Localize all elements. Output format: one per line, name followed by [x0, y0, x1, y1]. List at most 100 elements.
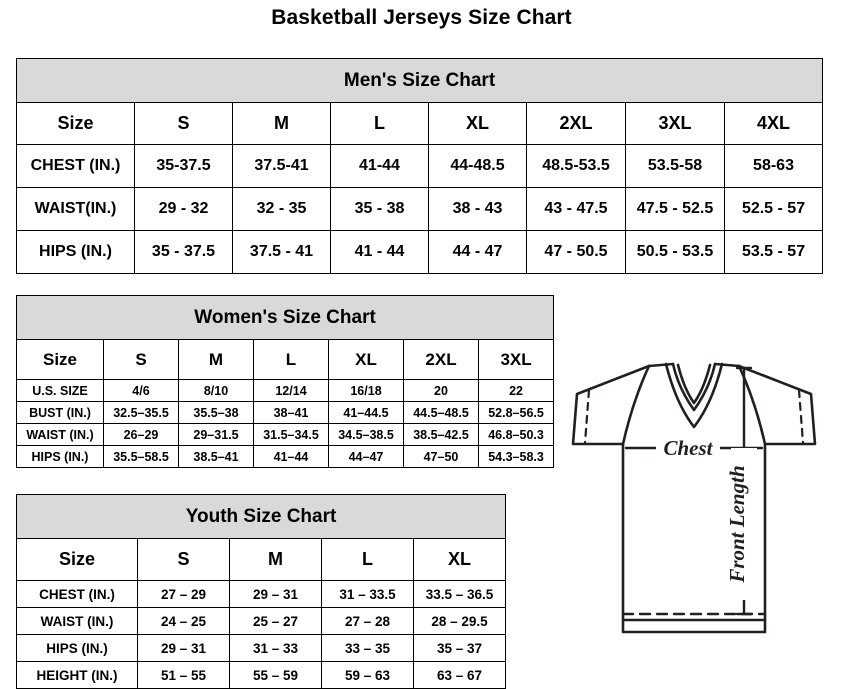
mens-hips-s: 35 - 37.5: [134, 230, 233, 274]
table-row: WAIST (IN.) 26–29 29–31.5 31.5–34.5 34.5…: [16, 423, 555, 446]
mens-chart-header-row: Size S M L XL 2XL 3XL 4XL: [16, 102, 824, 145]
womens-header-3xl: 3XL: [477, 339, 555, 380]
table-row: HEIGHT (IN.) 51 – 55 55 – 59 59 – 63 63 …: [16, 661, 507, 689]
mens-hips-l: 41 - 44: [330, 230, 429, 274]
mens-chest-l: 41-44: [330, 144, 429, 188]
right-shoulder-line: [713, 362, 741, 368]
womens-ussize-l: 12/14: [253, 379, 329, 402]
front-length-label-backdrop: [731, 448, 757, 600]
mens-hips-4xl: 53.5 - 57: [723, 230, 824, 274]
womens-header-2xl: 2XL: [403, 339, 479, 380]
womens-row-label-us-size: U.S. SIZE: [16, 379, 104, 402]
page-title: Basketball Jerseys Size Chart: [271, 6, 572, 29]
youth-chart-title: Youth Size Chart: [15, 494, 507, 539]
womens-hips-3xl: 54.3–58.3: [477, 445, 555, 468]
womens-header-l: L: [253, 339, 329, 380]
mens-hips-m: 37.5 - 41: [232, 230, 331, 274]
mens-waist-3xl: 47.5 - 52.5: [625, 187, 725, 231]
womens-row-label-waist: WAIST (IN.): [16, 423, 104, 446]
youth-header-m: M: [229, 538, 322, 581]
youth-hips-m: 31 – 33: [229, 634, 322, 662]
table-row: CHEST (IN.) 27 – 29 29 – 31 31 – 33.5 33…: [16, 580, 507, 608]
womens-header-xl: XL: [328, 339, 404, 380]
womens-bust-3xl: 52.8–56.5: [477, 401, 555, 424]
youth-height-m: 55 – 59: [229, 661, 322, 689]
table-row: WAIST (IN.) 24 – 25 25 – 27 27 – 28 28 –…: [16, 607, 507, 635]
womens-waist-m: 29–31.5: [178, 423, 254, 446]
womens-ussize-2xl: 20: [403, 379, 479, 402]
mens-header-3xl: 3XL: [625, 102, 725, 145]
youth-hips-l: 33 – 35: [321, 634, 414, 662]
womens-waist-s: 26–29: [103, 423, 179, 446]
front-length-label: Front Length: [725, 465, 749, 583]
youth-header-l: L: [321, 538, 414, 581]
mens-waist-xl: 38 - 43: [428, 187, 527, 231]
womens-hips-2xl: 47–50: [403, 445, 479, 468]
womens-hips-s: 35.5–58.5: [103, 445, 179, 468]
womens-bust-xl: 41–44.5: [328, 401, 404, 424]
mens-waist-2xl: 43 - 47.5: [526, 187, 626, 231]
womens-chart-title-row: Women's Size Chart: [15, 295, 555, 340]
mens-header-l: L: [330, 102, 429, 145]
mens-waist-m: 32 - 35: [232, 187, 331, 231]
mens-chart-title-row: Men's Size Chart: [15, 58, 824, 103]
womens-hips-xl: 44–47: [328, 445, 404, 468]
youth-hips-s: 29 – 31: [137, 634, 230, 662]
mens-header-size: Size: [16, 102, 135, 145]
mens-chart-title: Men's Size Chart: [15, 58, 824, 103]
collar-inner-edge: [676, 363, 712, 405]
mens-hips-xl: 44 - 47: [428, 230, 527, 274]
right-cuff-dash: [797, 388, 805, 445]
youth-waist-s: 24 – 25: [137, 607, 230, 635]
mens-chest-4xl: 58-63: [723, 144, 824, 188]
womens-ussize-s: 4/6: [103, 379, 179, 402]
youth-height-xl: 63 – 67: [412, 661, 507, 689]
mens-chest-m: 37.5-41: [232, 144, 331, 188]
youth-height-l: 59 – 63: [321, 661, 414, 689]
table-row: U.S. SIZE 4/6 8/10 12/14 16/18 20 22: [16, 379, 555, 402]
youth-header-xl: XL: [412, 538, 507, 581]
womens-header-s: S: [103, 339, 179, 380]
chest-label: Chest: [663, 436, 713, 460]
womens-header-size: Size: [16, 339, 104, 380]
womens-row-label-bust: BUST (IN.): [16, 401, 104, 424]
womens-chart-header-row: Size S M L XL 2XL 3XL: [16, 339, 555, 380]
youth-header-size: Size: [16, 538, 138, 581]
youth-height-s: 51 – 55: [137, 661, 230, 689]
youth-chest-m: 29 – 31: [229, 580, 322, 608]
womens-chart-title: Women's Size Chart: [15, 295, 555, 340]
youth-size-chart-table: Youth Size Chart Size S M L XL CHEST (IN…: [15, 494, 507, 689]
youth-row-label-chest: CHEST (IN.): [16, 580, 138, 608]
mens-header-2xl: 2XL: [526, 102, 626, 145]
womens-hips-l: 41–44: [253, 445, 329, 468]
youth-waist-l: 27 – 28: [321, 607, 414, 635]
mens-header-xl: XL: [428, 102, 527, 145]
mens-header-m: M: [232, 102, 331, 145]
youth-chest-xl: 33.5 – 36.5: [412, 580, 507, 608]
collar-outer-edge: [671, 362, 717, 412]
youth-row-label-hips: HIPS (IN.): [16, 634, 138, 662]
right-sleeve-outline: [737, 364, 817, 446]
youth-chest-l: 31 – 33.5: [321, 580, 414, 608]
left-sleeve-outline: [571, 364, 651, 446]
youth-row-label-waist: WAIST (IN.): [16, 607, 138, 635]
youth-hips-xl: 35 – 37: [412, 634, 507, 662]
table-row: HIPS (IN.) 29 – 31 31 – 33 33 – 35 35 – …: [16, 634, 507, 662]
mens-hips-3xl: 50.5 - 53.5: [625, 230, 725, 274]
mens-header-s: S: [134, 102, 233, 145]
womens-row-label-hips: HIPS (IN.): [16, 445, 104, 468]
youth-chest-s: 27 – 29: [137, 580, 230, 608]
womens-size-chart-table: Women's Size Chart Size S M L XL 2XL 3XL…: [15, 295, 555, 468]
chest-label-backdrop: [656, 434, 720, 460]
mens-row-label-chest: CHEST (IN.): [16, 144, 135, 188]
womens-hips-m: 38.5–41: [178, 445, 254, 468]
table-row: BUST (IN.) 32.5–35.5 35.5–38 38–41 41–44…: [16, 401, 555, 424]
right-armhole: [737, 364, 767, 446]
table-row: HIPS (IN.) 35.5–58.5 38.5–41 41–44 44–47…: [16, 445, 555, 468]
mens-chest-2xl: 48.5-53.5: [526, 144, 626, 188]
womens-header-m: M: [178, 339, 254, 380]
table-row: WAIST(IN.) 29 - 32 32 - 35 35 - 38 38 - …: [16, 187, 824, 231]
mens-chest-s: 35-37.5: [134, 144, 233, 188]
body-outline: [621, 442, 767, 622]
womens-waist-l: 31.5–34.5: [253, 423, 329, 446]
